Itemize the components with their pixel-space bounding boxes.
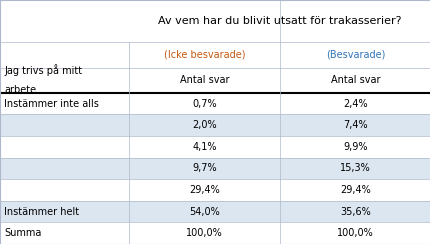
Text: 100,0%: 100,0%	[336, 228, 373, 238]
Text: Av vem har du blivit utsatt för trakasserier?: Av vem har du blivit utsatt för trakasse…	[158, 16, 401, 26]
Text: Antal svar: Antal svar	[330, 75, 379, 85]
Text: 54,0%: 54,0%	[189, 207, 220, 217]
Bar	[0, 114, 430, 136]
Text: 9,7%: 9,7%	[192, 163, 217, 173]
Bar	[0, 179, 430, 201]
Bar	[0, 222, 430, 244]
Text: 9,9%: 9,9%	[343, 142, 367, 152]
Bar	[0, 158, 430, 179]
Text: (Icke besvarade): (Icke besvarade)	[163, 50, 245, 60]
Bar	[0, 201, 430, 222]
Text: 4,1%: 4,1%	[192, 142, 216, 152]
Text: 7,4%: 7,4%	[342, 120, 367, 130]
Text: Instämmer helt: Instämmer helt	[4, 207, 79, 217]
Text: 15,3%: 15,3%	[339, 163, 370, 173]
Text: arbete: arbete	[4, 85, 37, 95]
Text: 29,4%: 29,4%	[339, 185, 370, 195]
Text: 0,7%: 0,7%	[192, 99, 217, 109]
Text: (Besvarade): (Besvarade)	[325, 50, 384, 60]
Text: 29,4%: 29,4%	[189, 185, 220, 195]
Text: Antal svar: Antal svar	[180, 75, 229, 85]
Text: Instämmer inte alls: Instämmer inte alls	[4, 99, 99, 109]
Text: Summa: Summa	[4, 228, 42, 238]
Bar	[0, 93, 430, 114]
Text: 2,0%: 2,0%	[192, 120, 217, 130]
Text: Jag trivs på mitt: Jag trivs på mitt	[4, 64, 82, 76]
Text: 35,6%: 35,6%	[339, 207, 370, 217]
Bar	[0, 136, 430, 158]
Text: 2,4%: 2,4%	[342, 99, 367, 109]
Text: 100,0%: 100,0%	[186, 228, 223, 238]
